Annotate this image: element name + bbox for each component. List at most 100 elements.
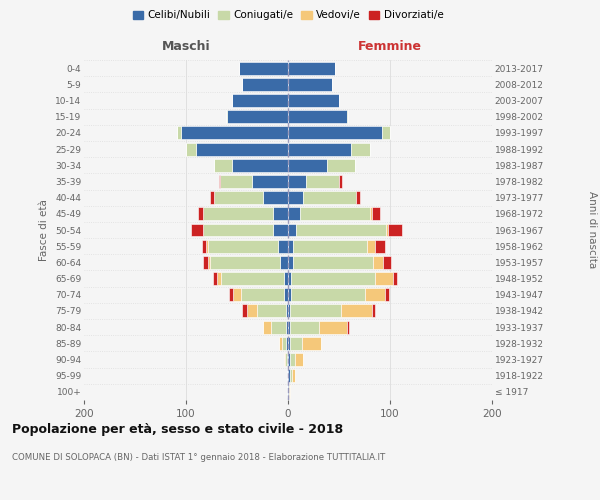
Bar: [288, 369, 290, 382]
Bar: [365, 288, 385, 301]
Bar: [293, 240, 367, 252]
Bar: [293, 256, 373, 269]
Bar: [177, 126, 181, 140]
Bar: [203, 224, 273, 236]
Bar: [347, 110, 348, 123]
Bar: [375, 240, 385, 252]
Bar: [284, 272, 288, 285]
Bar: [242, 304, 247, 318]
Bar: [214, 191, 263, 204]
Bar: [211, 191, 214, 204]
Bar: [208, 240, 278, 252]
Bar: [393, 272, 397, 285]
Bar: [212, 272, 217, 285]
Bar: [191, 224, 203, 236]
Bar: [288, 288, 291, 301]
Bar: [367, 240, 375, 252]
Bar: [288, 208, 300, 220]
Bar: [302, 337, 320, 350]
Bar: [186, 142, 196, 156]
Bar: [288, 175, 307, 188]
Bar: [288, 240, 293, 252]
Bar: [284, 288, 288, 301]
Bar: [288, 159, 327, 172]
Bar: [375, 272, 393, 285]
Bar: [319, 320, 347, 334]
Bar: [371, 304, 375, 318]
Bar: [226, 110, 227, 123]
Bar: [280, 256, 288, 269]
Bar: [214, 159, 232, 172]
Bar: [202, 240, 206, 252]
Bar: [232, 159, 288, 172]
Bar: [351, 142, 370, 156]
Bar: [271, 320, 286, 334]
Bar: [208, 256, 211, 269]
Bar: [288, 78, 332, 91]
Bar: [290, 320, 319, 334]
Bar: [307, 175, 339, 188]
Bar: [247, 304, 257, 318]
Bar: [288, 62, 335, 74]
Bar: [263, 320, 271, 334]
Bar: [288, 94, 339, 107]
Bar: [220, 175, 253, 188]
Bar: [288, 126, 382, 140]
Bar: [327, 159, 355, 172]
Text: Femmine: Femmine: [358, 40, 422, 52]
Bar: [304, 191, 356, 204]
Bar: [253, 175, 288, 188]
Bar: [356, 191, 361, 204]
Text: Popolazione per età, sesso e stato civile - 2018: Popolazione per età, sesso e stato civil…: [12, 422, 343, 436]
Bar: [290, 304, 341, 318]
Bar: [288, 142, 351, 156]
Bar: [196, 142, 288, 156]
Bar: [295, 353, 304, 366]
Bar: [287, 386, 288, 398]
Text: COMUNE DI SOLOPACA (BN) - Dati ISTAT 1° gennaio 2018 - Elaborazione TUTTITALIA.I: COMUNE DI SOLOPACA (BN) - Dati ISTAT 1° …: [12, 452, 385, 462]
Bar: [257, 304, 286, 318]
Bar: [296, 224, 386, 236]
Bar: [278, 240, 288, 252]
Text: Anni di nascita: Anni di nascita: [587, 192, 597, 268]
Bar: [288, 353, 290, 366]
Bar: [385, 288, 389, 301]
Bar: [288, 256, 293, 269]
Bar: [288, 386, 289, 398]
Bar: [288, 110, 347, 123]
Bar: [289, 386, 290, 398]
Bar: [273, 208, 288, 220]
Bar: [287, 369, 288, 382]
Bar: [373, 256, 383, 269]
Bar: [232, 94, 288, 107]
Bar: [388, 224, 402, 236]
Bar: [285, 353, 287, 366]
Bar: [290, 337, 302, 350]
Bar: [341, 304, 371, 318]
Bar: [198, 208, 203, 220]
Bar: [287, 353, 288, 366]
Bar: [242, 78, 288, 91]
Bar: [292, 369, 295, 382]
Bar: [288, 191, 304, 204]
Y-axis label: Fasce di età: Fasce di età: [40, 199, 49, 261]
Bar: [339, 175, 342, 188]
Bar: [288, 224, 296, 236]
Bar: [386, 224, 388, 236]
Bar: [229, 288, 233, 301]
Bar: [288, 272, 291, 285]
Bar: [203, 208, 273, 220]
Bar: [217, 272, 221, 285]
Bar: [284, 353, 285, 366]
Legend: Celibi/Nubili, Coniugati/e, Vedovi/e, Divorziati/e: Celibi/Nubili, Coniugati/e, Vedovi/e, Di…: [128, 6, 448, 25]
Bar: [233, 288, 241, 301]
Bar: [288, 320, 290, 334]
Bar: [288, 304, 290, 318]
Bar: [273, 224, 288, 236]
Bar: [279, 337, 282, 350]
Bar: [291, 272, 375, 285]
Bar: [300, 208, 370, 220]
Bar: [239, 62, 288, 74]
Bar: [291, 288, 365, 301]
Bar: [286, 304, 288, 318]
